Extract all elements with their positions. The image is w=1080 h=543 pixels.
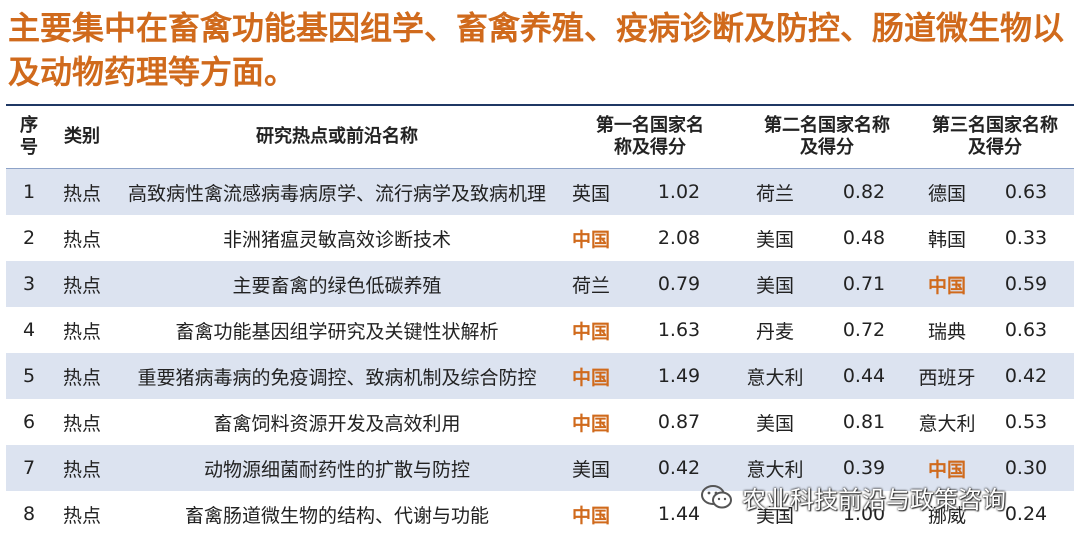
third-score: 0.53 (1004, 411, 1048, 433)
row-topic: 重要猪病毒病的免疫调控、致病机制及综合防控 (137, 366, 537, 389)
second-country: 美国 (755, 504, 794, 527)
third-score: 0.33 (1004, 227, 1048, 249)
second-country: 美国 (755, 228, 794, 251)
row-type: 热点 (62, 274, 101, 297)
first-score: 1.63 (657, 319, 701, 341)
second-score: 0.81 (842, 411, 886, 433)
first-score: 1.02 (657, 181, 701, 203)
row-topic: 动物源细菌耐药性的扩散与防控 (203, 458, 470, 481)
third-score: 0.59 (1004, 273, 1048, 295)
second-country: 美国 (755, 274, 794, 297)
third-country: 意大利 (918, 412, 976, 435)
third-score: 0.24 (1004, 503, 1048, 525)
row-no: 2 (22, 227, 36, 249)
first-score: 0.79 (657, 273, 701, 295)
third-country: 中国 (927, 458, 966, 481)
first-country: 中国 (571, 412, 610, 435)
row-topic: 高致病性禽流感病毒病原学、流行病学及致病机理 (127, 182, 546, 205)
table-row: 4 热点 畜禽功能基因组学研究及关键性状解析 中国 1.63 丹麦 0.72 瑞典 0.63 (6, 307, 1074, 353)
row-no: 5 (22, 365, 36, 387)
wechat-icon (701, 485, 732, 509)
second-country: 意大利 (746, 366, 804, 389)
row-type: 热点 (62, 366, 101, 389)
first-country: 中国 (571, 504, 610, 527)
third-country: 挪威 (927, 504, 966, 527)
row-type: 热点 (62, 182, 101, 205)
row-no: 4 (22, 319, 36, 341)
second-country: 美国 (755, 412, 794, 435)
watermark-text: 农业科技前沿与政策咨询 (742, 485, 1006, 514)
page-title: 主要集中在畜禽功能基因组学、畜禽养殖、疫病诊断及防控、肠道微生物以及动物药理等方… (8, 9, 1065, 91)
second-country: 丹麦 (755, 320, 794, 343)
row-topic: 畜禽功能基因组学研究及关键性状解析 (175, 320, 499, 343)
third-score: 0.42 (1004, 365, 1048, 387)
third-country: 中国 (927, 274, 966, 297)
row-no: 1 (22, 181, 36, 203)
second-score: 0.71 (842, 273, 886, 295)
second-score: 1.00 (842, 503, 886, 525)
first-country: 美国 (571, 458, 610, 481)
first-country: 荷兰 (571, 274, 610, 297)
first-score: 0.87 (657, 411, 701, 433)
table-row: 2 热点 非洲猪瘟灵敏高效诊断技术 中国 2.08 美国 0.48 韩国 0.33 (6, 215, 1074, 261)
table-header: 序号 类别 研究热点或前沿名称 第一名国家名称及得分 第二名国家名称及得分 第三… (6, 106, 1074, 169)
header-first: 第一名国家名称及得分 (596, 115, 704, 158)
row-no: 7 (22, 457, 36, 479)
first-country: 中国 (571, 366, 610, 389)
second-country: 荷兰 (755, 182, 794, 205)
table-row: 1 热点 高致病性禽流感病毒病原学、流行病学及致病机理 英国 1.02 荷兰 0.82 德国 0… (6, 169, 1074, 215)
row-type: 热点 (62, 228, 101, 251)
first-score: 1.49 (657, 365, 701, 387)
row-type: 热点 (62, 458, 101, 481)
ranking-table: 序号 类别 研究热点或前沿名称 第一名国家名称及得分 第二名国家名称及得分 第三… (6, 104, 1074, 537)
third-score: 0.30 (1004, 457, 1048, 479)
third-country: 德国 (927, 182, 966, 205)
first-score: 1.44 (657, 503, 701, 525)
second-score: 0.44 (842, 365, 886, 387)
first-country: 中国 (571, 228, 610, 251)
header-topic: 研究热点或前沿名称 (256, 126, 418, 147)
row-no: 8 (22, 503, 36, 525)
table-row: 3 热点 主要畜禽的绿色低碳养殖 荷兰 0.79 美国 0.71 中国 0.59 (6, 261, 1074, 307)
watermark: 农业科技前沿与政策咨询 (700, 480, 1006, 514)
row-topic: 非洲猪瘟灵敏高效诊断技术 (222, 228, 451, 251)
row-type: 热点 (62, 504, 101, 527)
row-no: 3 (22, 273, 36, 295)
third-country: 瑞典 (927, 320, 966, 343)
row-type: 热点 (62, 412, 101, 435)
row-topic: 畜禽饲料资源开发及高效利用 (213, 412, 461, 435)
third-score: 0.63 (1004, 319, 1048, 341)
second-score: 0.48 (842, 227, 886, 249)
first-score: 2.08 (657, 227, 701, 249)
row-topic: 畜禽肠道微生物的结构、代谢与功能 (184, 504, 489, 527)
header-second: 第二名国家名称及得分 (764, 115, 890, 158)
third-country: 西班牙 (918, 366, 976, 389)
first-country: 英国 (571, 182, 610, 205)
table-row: 8 热点 畜禽肠道微生物的结构、代谢与功能 中国 1.44 美国 1.00 挪威 0.24 (6, 491, 1074, 537)
row-no: 6 (22, 411, 36, 433)
header-third: 第三名国家名称及得分 (932, 115, 1058, 158)
row-type: 热点 (62, 320, 101, 343)
second-country: 意大利 (746, 458, 804, 481)
table-row: 6 热点 畜禽饲料资源开发及高效利用 中国 0.87 美国 0.81 意大利 0.53 (6, 399, 1074, 445)
first-country: 中国 (571, 320, 610, 343)
header-no: 序号 (20, 115, 38, 158)
third-score: 0.63 (1004, 181, 1048, 203)
table-row: 5 热点 重要猪病毒病的免疫调控、致病机制及综合防控 中国 1.49 意大利 0.44 西班牙… (6, 353, 1074, 399)
second-score: 0.39 (842, 457, 886, 479)
table-body: 1 热点 高致病性禽流感病毒病原学、流行病学及致病机理 英国 1.02 荷兰 0.82 德国 0… (6, 169, 1074, 537)
row-topic: 主要畜禽的绿色低碳养殖 (232, 274, 442, 297)
second-score: 0.82 (842, 181, 886, 203)
third-country: 韩国 (927, 228, 966, 251)
header-type: 类别 (64, 126, 100, 147)
second-score: 0.72 (842, 319, 886, 341)
first-score: 0.42 (657, 457, 701, 479)
table-row: 7 热点 动物源细菌耐药性的扩散与防控 美国 0.42 意大利 0.39 中国 0.30 (6, 445, 1074, 491)
